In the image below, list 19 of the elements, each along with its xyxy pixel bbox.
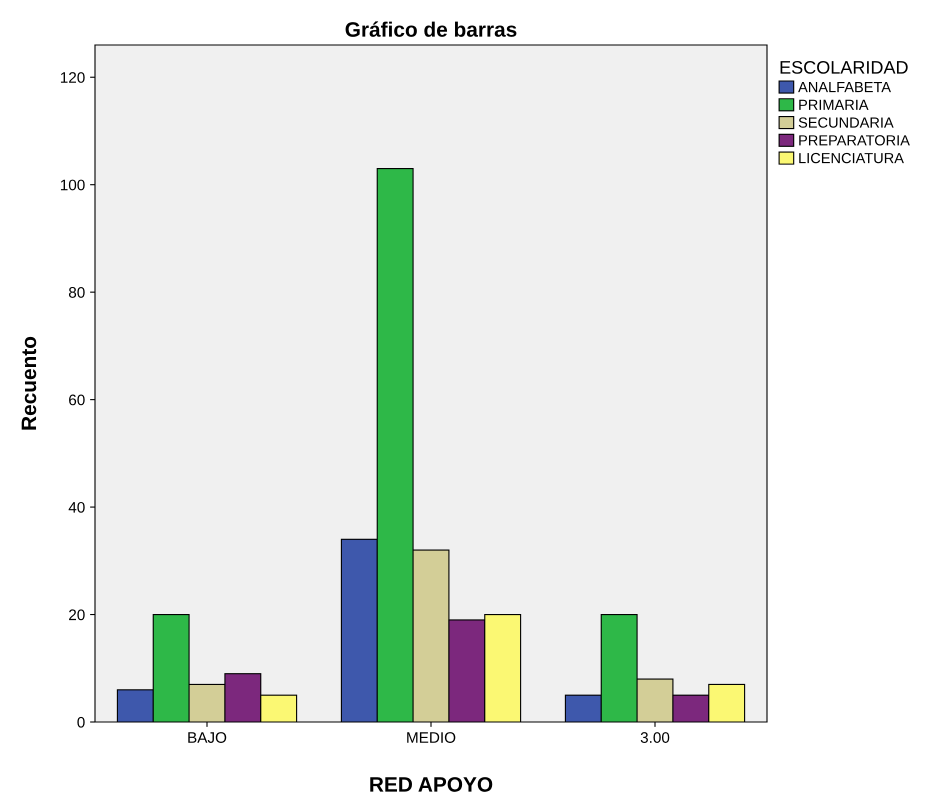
y-tick-label: 40: [68, 502, 85, 513]
legend-label: PREPARATORIA: [799, 135, 910, 146]
legend-title: ESCOLARIDAD: [780, 60, 908, 74]
legend-label: LICENCIATURA: [799, 152, 904, 164]
legend-label: SECUNDARIA: [798, 117, 894, 128]
legend-label: ANALFABETA: [798, 82, 891, 92]
y-tick-label: 0: [77, 716, 85, 728]
y-tick-label: 60: [69, 394, 85, 406]
chart-title: Gráfico de barras: [346, 21, 516, 37]
x-tick-label: MEDIO: [407, 732, 456, 743]
x-tick-label: 3.00: [640, 732, 670, 743]
y-tick-label: 20: [69, 609, 85, 620]
y-tick-label: 100: [60, 180, 85, 190]
y-axis-title: Recuento: [22, 336, 36, 430]
y-tick-label: 120: [60, 72, 85, 83]
x-axis-title: RED APOYO: [370, 777, 492, 792]
x-tick-label: BAJO: [188, 732, 226, 743]
legend-label: PRIMARIA: [799, 100, 869, 110]
y-tick-label: 80: [68, 287, 85, 298]
